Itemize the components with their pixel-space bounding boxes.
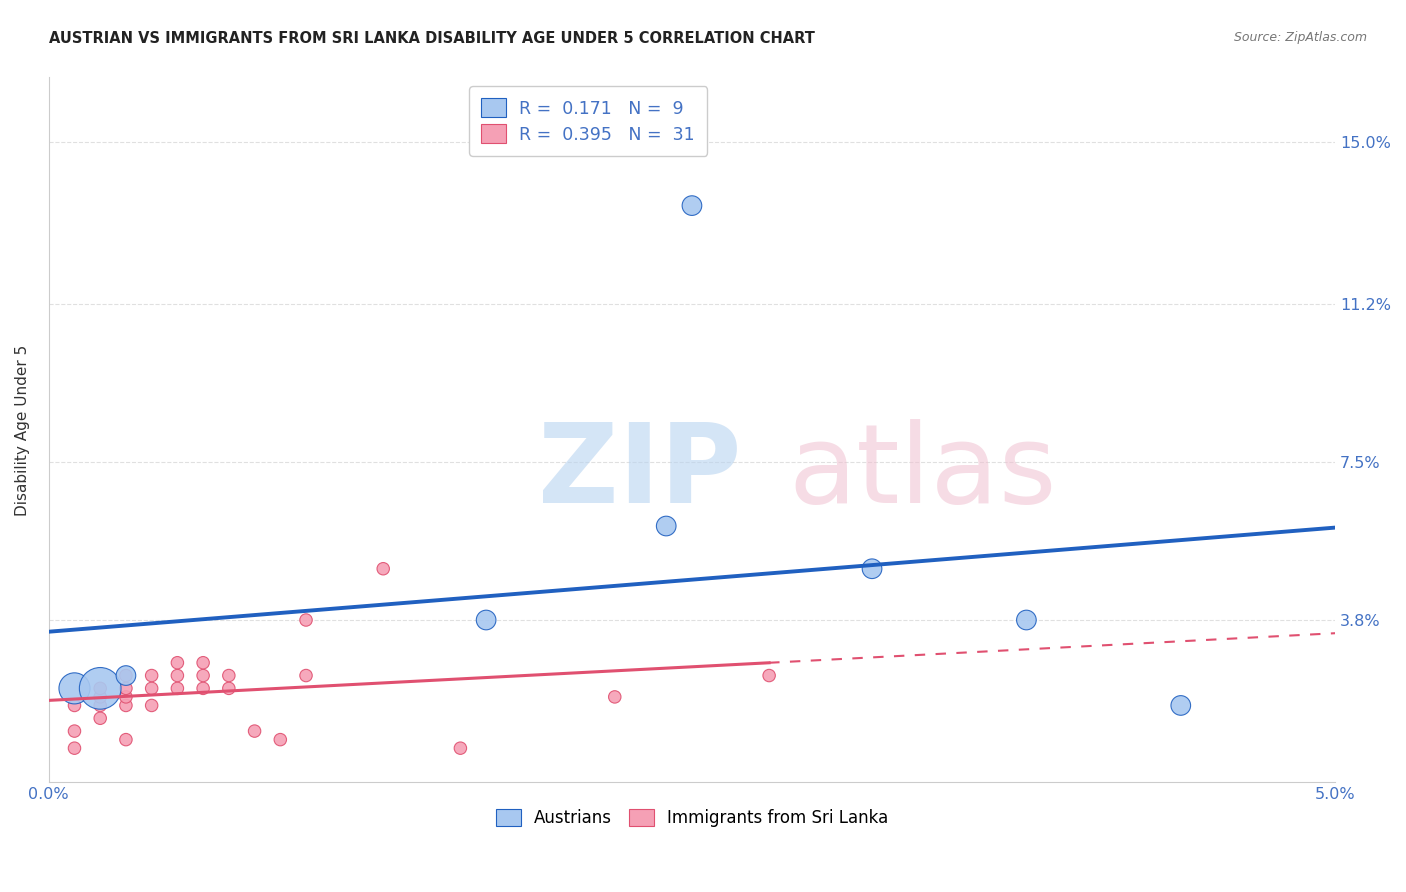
Point	[89, 711, 111, 725]
Point	[63, 724, 86, 739]
Point	[166, 668, 188, 682]
Point	[1170, 698, 1192, 713]
Point	[89, 681, 111, 696]
Point	[89, 698, 111, 713]
Point	[243, 724, 266, 739]
Point	[269, 732, 291, 747]
Point	[166, 656, 188, 670]
Point	[218, 681, 240, 696]
Point	[115, 690, 138, 704]
Y-axis label: Disability Age Under 5: Disability Age Under 5	[15, 344, 30, 516]
Text: ZIP: ZIP	[537, 418, 741, 525]
Point	[603, 690, 626, 704]
Point	[63, 741, 86, 756]
Text: atlas: atlas	[789, 418, 1057, 525]
Point	[218, 668, 240, 682]
Point	[166, 681, 188, 696]
Point	[373, 562, 395, 576]
Point	[115, 668, 138, 682]
Point	[860, 562, 883, 576]
Point	[89, 690, 111, 704]
Point	[63, 698, 86, 713]
Point	[89, 681, 111, 696]
Point	[115, 732, 138, 747]
Point	[115, 681, 138, 696]
Point	[1015, 613, 1038, 627]
Point	[191, 656, 214, 670]
Point	[63, 681, 86, 696]
Point	[758, 668, 780, 682]
Text: Source: ZipAtlas.com: Source: ZipAtlas.com	[1233, 31, 1367, 45]
Point	[295, 668, 318, 682]
Point	[191, 681, 214, 696]
Point	[191, 668, 214, 682]
Point	[141, 681, 163, 696]
Point	[681, 198, 703, 212]
Point	[475, 613, 498, 627]
Point	[141, 698, 163, 713]
Point	[295, 613, 318, 627]
Point	[449, 741, 471, 756]
Point	[115, 698, 138, 713]
Point	[115, 668, 138, 682]
Point	[141, 668, 163, 682]
Point	[655, 519, 678, 533]
Legend: Austrians, Immigrants from Sri Lanka: Austrians, Immigrants from Sri Lanka	[489, 803, 894, 834]
Text: AUSTRIAN VS IMMIGRANTS FROM SRI LANKA DISABILITY AGE UNDER 5 CORRELATION CHART: AUSTRIAN VS IMMIGRANTS FROM SRI LANKA DI…	[49, 31, 815, 46]
